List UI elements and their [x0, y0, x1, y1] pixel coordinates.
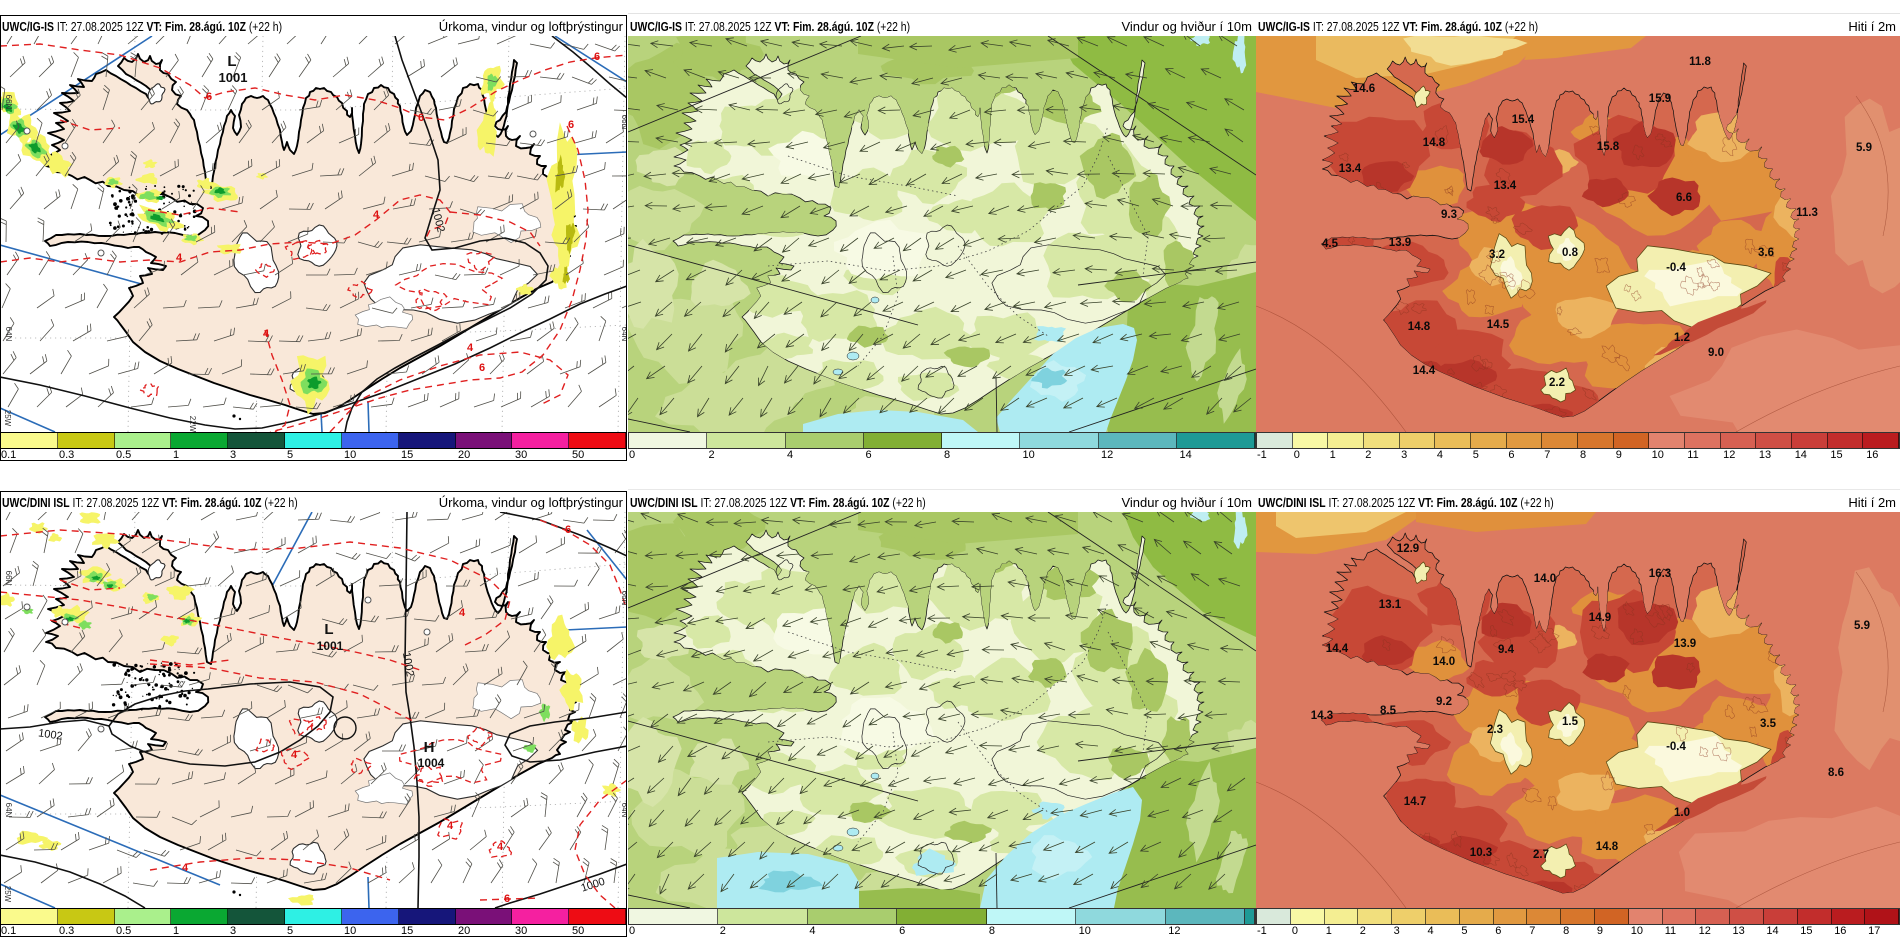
- svg-text:4: 4: [373, 209, 380, 221]
- svg-text:1001: 1001: [219, 70, 248, 85]
- svg-text:H: H: [424, 739, 435, 756]
- svg-text:64N: 64N: [4, 803, 13, 818]
- svg-text:1.2: 1.2: [1674, 332, 1690, 344]
- svg-text:10.3: 10.3: [1470, 847, 1492, 859]
- svg-text:25W: 25W: [3, 886, 12, 903]
- svg-text:14.0: 14.0: [1534, 573, 1556, 585]
- svg-text:4: 4: [497, 841, 504, 853]
- svg-text:11.8: 11.8: [1689, 56, 1711, 68]
- svg-text:-0.4: -0.4: [1666, 741, 1686, 753]
- svg-text:66N: 66N: [620, 591, 627, 606]
- svg-text:1002: 1002: [400, 651, 416, 677]
- svg-text:14.9: 14.9: [1589, 612, 1611, 624]
- svg-text:6.6: 6.6: [1676, 192, 1692, 204]
- svg-text:8.5: 8.5: [1380, 705, 1397, 717]
- svg-text:14.8: 14.8: [1408, 321, 1431, 333]
- svg-text:3.5: 3.5: [1760, 718, 1777, 730]
- svg-text:4: 4: [291, 749, 298, 761]
- svg-text:14.3: 14.3: [1311, 710, 1333, 722]
- svg-text:6: 6: [418, 112, 424, 124]
- svg-text:9.4: 9.4: [1498, 644, 1515, 656]
- svg-text:5.9: 5.9: [1856, 142, 1872, 154]
- svg-text:4: 4: [176, 252, 183, 264]
- svg-text:66N: 66N: [4, 571, 13, 586]
- svg-text:1001: 1001: [317, 639, 344, 653]
- svg-text:66N: 66N: [620, 115, 627, 130]
- svg-text:14.0: 14.0: [1433, 656, 1455, 668]
- svg-text:14.8: 14.8: [1423, 137, 1446, 149]
- svg-text:4: 4: [467, 342, 474, 354]
- svg-text:64N: 64N: [4, 327, 13, 342]
- svg-text:4: 4: [459, 607, 466, 619]
- svg-text:6: 6: [565, 524, 571, 536]
- svg-text:4: 4: [182, 862, 189, 874]
- svg-text:16.3: 16.3: [1649, 568, 1671, 580]
- svg-text:1004: 1004: [418, 756, 445, 770]
- svg-text:0.8: 0.8: [1562, 247, 1579, 259]
- svg-text:64N: 64N: [620, 327, 627, 342]
- svg-text:9.2: 9.2: [1436, 696, 1452, 708]
- svg-text:2.7: 2.7: [1533, 849, 1549, 861]
- svg-text:14.6: 14.6: [1353, 83, 1375, 95]
- svg-text:3.6: 3.6: [1758, 247, 1774, 259]
- svg-text:8.6: 8.6: [1828, 767, 1844, 779]
- svg-text:66N: 66N: [4, 95, 13, 110]
- svg-text:14.4: 14.4: [1413, 365, 1436, 377]
- svg-text:22W: 22W: [188, 416, 197, 432]
- svg-text:1.0: 1.0: [1674, 807, 1690, 819]
- svg-text:4.5: 4.5: [1322, 238, 1339, 250]
- svg-text:64N: 64N: [620, 803, 627, 818]
- svg-text:14.5: 14.5: [1487, 319, 1510, 331]
- svg-text:13.4: 13.4: [1339, 163, 1362, 175]
- svg-text:4: 4: [447, 820, 454, 832]
- svg-text:25W: 25W: [3, 410, 12, 427]
- svg-text:2.3: 2.3: [1487, 724, 1503, 736]
- svg-text:12.9: 12.9: [1397, 543, 1419, 555]
- svg-text:1002: 1002: [37, 727, 63, 742]
- svg-text:15.8: 15.8: [1597, 141, 1620, 153]
- svg-text:L: L: [227, 53, 236, 70]
- svg-text:1002: 1002: [429, 207, 447, 234]
- svg-text:4: 4: [263, 328, 270, 340]
- svg-text:14.7: 14.7: [1404, 796, 1426, 808]
- svg-text:15.9: 15.9: [1649, 93, 1671, 105]
- svg-text:14.8: 14.8: [1596, 841, 1619, 853]
- svg-text:13.4: 13.4: [1494, 180, 1517, 192]
- svg-text:9.3: 9.3: [1441, 209, 1457, 221]
- svg-text:L: L: [324, 621, 333, 638]
- svg-text:6: 6: [504, 893, 510, 905]
- svg-text:15.4: 15.4: [1512, 114, 1535, 126]
- svg-text:3.2: 3.2: [1489, 249, 1505, 261]
- svg-text:13.9: 13.9: [1389, 237, 1411, 249]
- svg-text:6: 6: [479, 362, 485, 374]
- svg-text:-0.4: -0.4: [1666, 262, 1686, 274]
- svg-text:14.4: 14.4: [1326, 643, 1349, 655]
- svg-text:9.0: 9.0: [1708, 347, 1724, 359]
- svg-text:6: 6: [568, 119, 574, 131]
- svg-text:1.5: 1.5: [1562, 716, 1579, 728]
- svg-text:2.2: 2.2: [1549, 377, 1565, 389]
- svg-text:5.9: 5.9: [1854, 620, 1870, 632]
- svg-text:6: 6: [594, 51, 600, 63]
- svg-text:11.3: 11.3: [1796, 207, 1818, 219]
- svg-text:13.9: 13.9: [1674, 638, 1696, 650]
- svg-text:6: 6: [206, 91, 212, 103]
- svg-text:13.1: 13.1: [1379, 599, 1402, 611]
